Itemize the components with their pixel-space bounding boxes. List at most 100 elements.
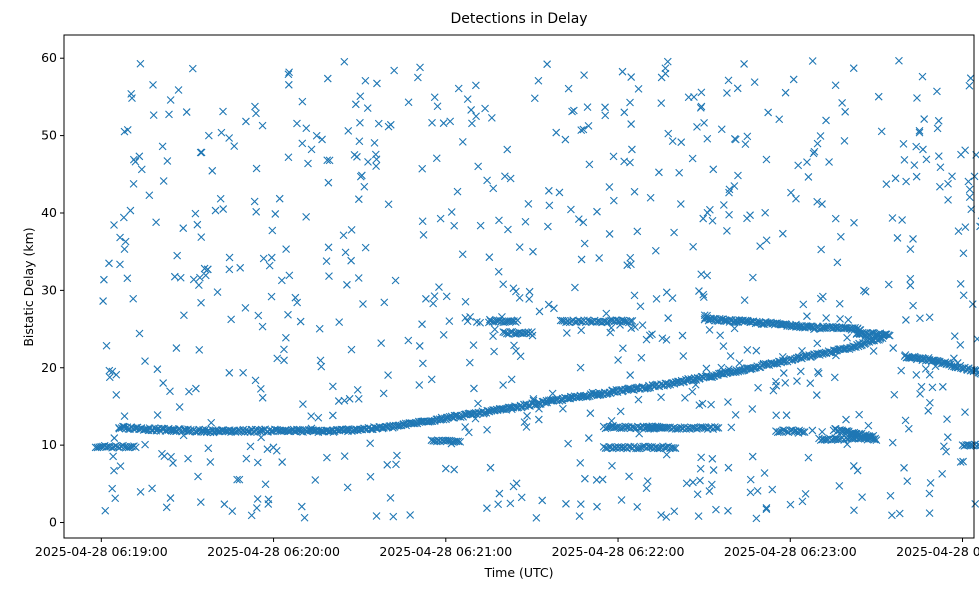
data-point — [494, 267, 503, 276]
data-point — [627, 73, 636, 81]
data-point — [582, 392, 591, 401]
data-point — [689, 478, 697, 487]
data-point — [877, 127, 886, 136]
data-point — [281, 333, 290, 342]
data-point — [618, 67, 627, 76]
data-point — [936, 163, 945, 172]
data-point — [236, 263, 245, 272]
data-point — [707, 480, 716, 489]
data-point — [251, 102, 259, 111]
data-point — [705, 487, 714, 495]
data-point — [499, 280, 508, 289]
data-point — [166, 494, 175, 502]
data-point — [195, 346, 204, 354]
data-point — [764, 108, 773, 117]
data-point — [775, 115, 784, 124]
data-point — [225, 134, 234, 142]
data-point — [453, 187, 462, 196]
data-point — [735, 359, 744, 367]
data-point — [194, 472, 202, 481]
data-point — [256, 384, 265, 393]
data-point — [959, 249, 968, 258]
data-point — [677, 138, 686, 147]
data-point — [697, 102, 706, 111]
data-point — [258, 121, 267, 130]
data-point — [472, 112, 480, 121]
data-point — [384, 371, 392, 379]
data-point — [835, 299, 844, 308]
data-point — [655, 168, 663, 177]
data-point — [670, 507, 679, 516]
data-point — [499, 381, 507, 389]
data-point — [760, 469, 769, 477]
data-point — [796, 367, 805, 376]
data-point — [725, 185, 734, 194]
data-point — [818, 200, 826, 208]
data-point — [354, 274, 363, 282]
data-point — [669, 444, 678, 452]
data-point — [159, 379, 168, 387]
data-point — [510, 341, 518, 350]
data-point — [584, 121, 593, 130]
data-point — [285, 271, 294, 280]
data-point — [175, 403, 184, 411]
data-point — [153, 365, 162, 374]
data-point — [293, 119, 301, 128]
data-point — [891, 174, 900, 183]
data-point — [642, 484, 651, 493]
data-point — [789, 75, 798, 84]
data-point — [869, 347, 878, 355]
data-point — [312, 131, 321, 140]
data-point — [429, 299, 438, 308]
data-point — [725, 210, 733, 219]
data-point — [442, 413, 451, 422]
data-point — [576, 500, 585, 509]
data-point — [609, 196, 618, 205]
data-point — [538, 496, 547, 505]
data-point — [483, 425, 491, 434]
data-point — [562, 499, 570, 508]
data-point — [561, 135, 570, 144]
data-point — [762, 236, 771, 245]
data-point — [568, 107, 576, 116]
data-point — [580, 71, 588, 79]
data-point — [781, 88, 790, 97]
data-point — [966, 74, 975, 83]
data-point — [239, 368, 247, 377]
data-point — [657, 99, 666, 107]
data-point — [564, 439, 573, 448]
data-point — [813, 197, 822, 206]
data-point — [227, 315, 236, 324]
data-point — [761, 208, 770, 217]
data-point — [884, 280, 893, 289]
data-point — [136, 59, 145, 68]
data-point — [532, 514, 541, 522]
data-point — [278, 458, 287, 466]
data-point — [627, 120, 636, 128]
data-point — [432, 154, 441, 163]
data-point — [356, 92, 365, 101]
data-point — [571, 283, 579, 292]
x-tick-label: 2025-04-28 06:24:00 — [896, 544, 979, 559]
data-point — [149, 81, 157, 89]
data-point — [366, 472, 375, 481]
data-point — [471, 81, 480, 90]
data-point — [956, 280, 965, 288]
data-point — [389, 512, 398, 521]
data-point — [886, 491, 895, 500]
data-point — [608, 461, 616, 470]
data-point — [698, 399, 707, 408]
data-point — [808, 57, 817, 65]
data-point — [137, 165, 146, 174]
data-point — [474, 162, 483, 171]
data-point — [152, 218, 160, 227]
data-point — [203, 265, 212, 274]
data-point — [162, 503, 171, 512]
data-point — [102, 341, 111, 350]
data-point — [334, 397, 343, 405]
data-point — [925, 313, 934, 322]
x-axis: 2025-04-28 06:19:00 2025-04-28 06:20:00 20… — [35, 538, 979, 559]
data-point — [708, 454, 717, 463]
data-point — [724, 76, 733, 85]
